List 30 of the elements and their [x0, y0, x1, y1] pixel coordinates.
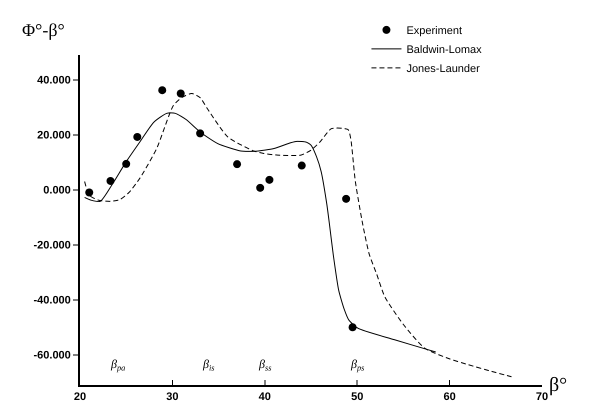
- y-tick-label: 0.000: [43, 184, 71, 197]
- legend-label: Experiment: [406, 25, 462, 38]
- point: [133, 132, 142, 141]
- point: [233, 160, 242, 168]
- x-tick-label: 40: [258, 391, 271, 404]
- x-tick-label: 50: [351, 391, 364, 404]
- annotation: β$_{ss}$: [258, 357, 272, 373]
- y-tick-label: -60.000: [33, 350, 71, 362]
- point: [158, 86, 166, 94]
- annotation: β$_{pa}$: [110, 357, 126, 373]
- x-tick-label: 60: [443, 391, 456, 404]
- y-tick-label: 40.000: [37, 74, 71, 87]
- annotation: β$_{ps}$: [350, 357, 364, 373]
- x-axis-title: β°: [549, 374, 568, 396]
- legend-label: Baldwin-Lomax: [406, 44, 482, 56]
- y-tick-label: -40.000: [33, 294, 71, 307]
- point: [106, 176, 114, 185]
- x-tick-label: 20: [74, 391, 86, 404]
- point: [265, 176, 274, 184]
- point: [342, 194, 350, 203]
- x-tick-label: 30: [166, 391, 179, 404]
- point: [298, 162, 306, 170]
- y-axis-title: Φ°-β°: [22, 20, 65, 40]
- point: [176, 90, 185, 98]
- legend-label: Jones-Launder: [406, 63, 480, 76]
- y-tick-label: 20.000: [37, 130, 71, 142]
- y-tick-label: -20.000: [33, 240, 71, 252]
- annotation: β$_{is}$: [202, 357, 215, 373]
- x-tick-label: 70: [536, 391, 548, 404]
- point: [256, 184, 264, 192]
